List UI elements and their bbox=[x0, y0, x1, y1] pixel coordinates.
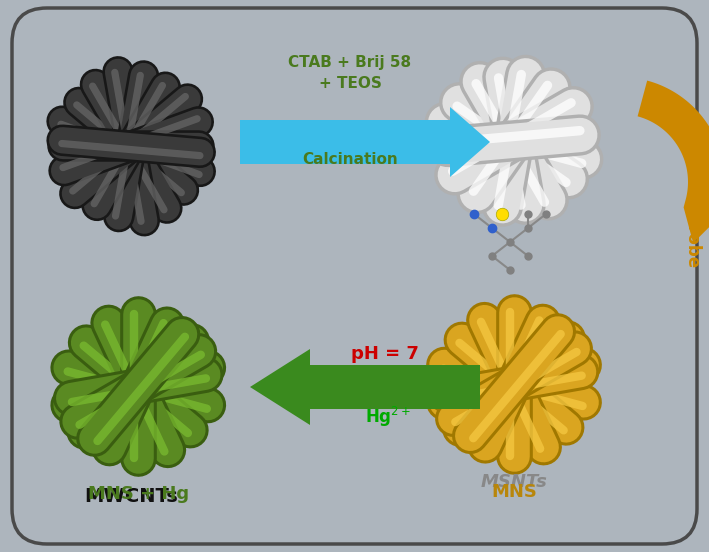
FancyBboxPatch shape bbox=[12, 8, 697, 544]
Text: CTAB + Brij 58: CTAB + Brij 58 bbox=[289, 55, 411, 70]
Text: + TEOS: + TEOS bbox=[318, 77, 381, 92]
Polygon shape bbox=[250, 349, 480, 425]
Text: Calcination: Calcination bbox=[302, 152, 398, 167]
Text: Hg$^{2+}$: Hg$^{2+}$ bbox=[365, 405, 411, 429]
Text: MNS + Hg: MNS + Hg bbox=[88, 485, 189, 503]
Text: MNS: MNS bbox=[491, 483, 537, 501]
Text: pH = 7: pH = 7 bbox=[351, 345, 419, 363]
Polygon shape bbox=[240, 107, 490, 177]
Text: Probe: Probe bbox=[683, 214, 701, 269]
Text: MSNTs: MSNTs bbox=[481, 473, 547, 491]
Polygon shape bbox=[637, 81, 709, 243]
Text: MWCNTs: MWCNTs bbox=[84, 487, 178, 507]
